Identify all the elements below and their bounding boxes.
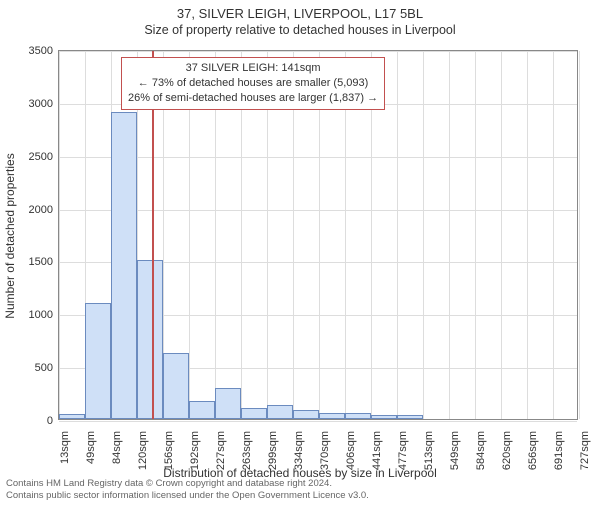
x-tick-label: 477sqm xyxy=(397,431,409,471)
y-tick-label: 2500 xyxy=(29,151,59,163)
info-box-line: 37 SILVER LEIGH: 141sqm xyxy=(128,61,378,76)
x-tick-label: 263sqm xyxy=(241,431,253,471)
histogram-bar xyxy=(163,353,189,419)
x-tick-label: 299sqm xyxy=(267,431,279,471)
info-box-line: ← 73% of detached houses are smaller (5,… xyxy=(128,76,378,91)
y-tick-label: 500 xyxy=(35,362,59,374)
y-tick-label: 1500 xyxy=(29,256,59,268)
x-tick-label: 727sqm xyxy=(579,431,591,471)
page-subtitle: Size of property relative to detached ho… xyxy=(0,23,600,37)
histogram-bar xyxy=(371,415,397,419)
histogram-bar xyxy=(267,405,293,419)
histogram-bar xyxy=(345,413,371,419)
attribution-line-1: Contains HM Land Registry data © Crown c… xyxy=(6,478,369,490)
x-tick-label: 192sqm xyxy=(189,431,201,471)
info-box: 37 SILVER LEIGH: 141sqm← 73% of detached… xyxy=(121,57,385,110)
x-tick-label: 84sqm xyxy=(111,431,123,471)
gridline-v xyxy=(397,51,398,419)
gridline-v xyxy=(579,51,580,419)
x-tick-label: 620sqm xyxy=(501,431,513,471)
x-tick-label: 13sqm xyxy=(59,431,71,471)
gridline-v xyxy=(475,51,476,419)
gridline-v xyxy=(553,51,554,419)
x-tick-label: 656sqm xyxy=(527,431,539,471)
histogram-bar xyxy=(319,413,345,419)
x-tick-label: 120sqm xyxy=(137,431,149,471)
y-tick-label: 3500 xyxy=(29,45,59,57)
gridline-v xyxy=(423,51,424,419)
x-tick-label: 156sqm xyxy=(163,431,175,471)
info-box-line: 26% of semi-detached houses are larger (… xyxy=(128,91,378,106)
page-title: 37, SILVER LEIGH, LIVERPOOL, L17 5BL xyxy=(0,6,600,21)
plot-area: 050010001500200025003000350013sqm49sqm84… xyxy=(58,50,578,420)
histogram-bar xyxy=(111,112,137,419)
histogram-bar xyxy=(59,414,85,419)
gridline-h xyxy=(59,421,577,422)
y-axis-label: Number of detached properties xyxy=(3,153,17,318)
x-tick-label: 227sqm xyxy=(215,431,227,471)
histogram-bar xyxy=(85,303,111,419)
y-tick-label: 3000 xyxy=(29,98,59,110)
x-tick-label: 584sqm xyxy=(475,431,487,471)
histogram-bar xyxy=(189,401,215,419)
x-tick-label: 370sqm xyxy=(319,431,331,471)
chart-area: 050010001500200025003000350013sqm49sqm84… xyxy=(58,50,578,420)
attribution-line-2: Contains public sector information licen… xyxy=(6,490,369,502)
x-tick-label: 334sqm xyxy=(293,431,305,471)
histogram-bar xyxy=(137,260,163,419)
y-tick-label: 2000 xyxy=(29,204,59,216)
x-tick-label: 406sqm xyxy=(345,431,357,471)
gridline-v xyxy=(449,51,450,419)
histogram-bar xyxy=(293,410,319,420)
histogram-bar xyxy=(215,388,241,419)
gridline-v xyxy=(527,51,528,419)
x-tick-label: 691sqm xyxy=(553,431,565,471)
x-tick-label: 513sqm xyxy=(423,431,435,471)
y-tick-label: 1000 xyxy=(29,309,59,321)
histogram-bar xyxy=(397,415,423,419)
gridline-v xyxy=(59,51,60,419)
attribution: Contains HM Land Registry data © Crown c… xyxy=(6,478,369,502)
histogram-bar xyxy=(241,408,267,419)
x-tick-label: 549sqm xyxy=(449,431,461,471)
x-tick-label: 49sqm xyxy=(85,431,97,471)
gridline-v xyxy=(501,51,502,419)
x-tick-label: 441sqm xyxy=(371,431,383,471)
y-tick-label: 0 xyxy=(47,415,59,427)
